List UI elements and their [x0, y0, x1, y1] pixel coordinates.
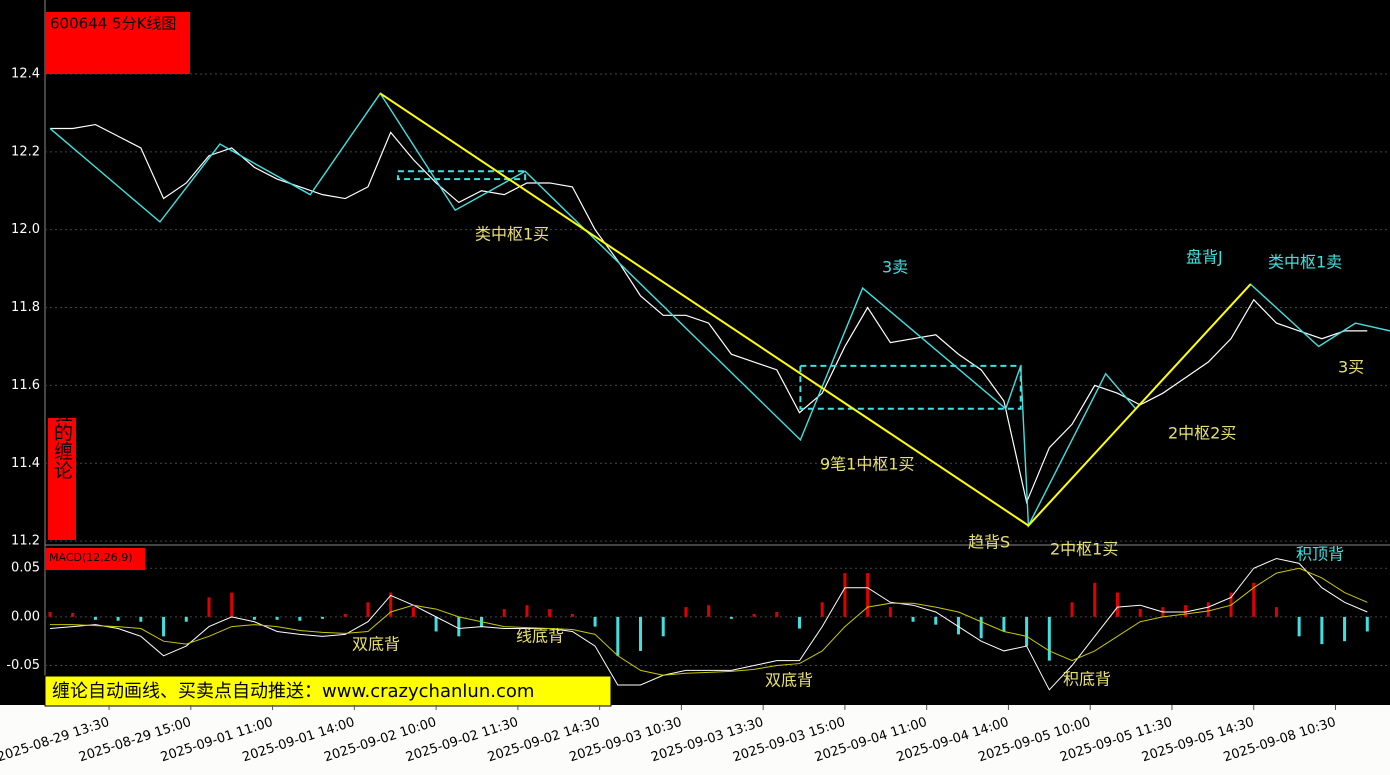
title-box: [45, 12, 190, 74]
zhongshu-box: [799, 364, 1022, 410]
macd-title: MACD(12,26,9): [49, 551, 133, 564]
banner-box: [44, 675, 612, 707]
annotation: 3买: [1338, 358, 1364, 377]
macd-bar: [1252, 582, 1256, 617]
annotation: 积底背: [1063, 670, 1111, 689]
y-tick-label: 12.2: [11, 144, 40, 159]
macd-bar: [1320, 616, 1324, 645]
macd-bar: [1070, 602, 1074, 617]
macd-bar: [1047, 616, 1051, 661]
y-tick-label: 0.05: [11, 561, 40, 576]
macd-bar: [389, 592, 393, 617]
macd-bar: [843, 573, 847, 617]
macd-bar: [1297, 616, 1301, 637]
macd-bar: [752, 613, 756, 617]
macd-bar: [275, 616, 279, 620]
y-tick-label: 12.4: [11, 66, 40, 81]
macd-bar: [321, 616, 325, 619]
macd-bar: [979, 616, 983, 639]
macd-line: [50, 567, 1368, 676]
macd-bar: [502, 609, 506, 617]
side-box: [48, 418, 76, 540]
y-tick-label: 11.6: [11, 378, 40, 393]
macd-bar: [888, 607, 892, 617]
macd-bar: [729, 616, 733, 619]
annotation: 双底背: [352, 635, 400, 654]
macd-bar: [525, 605, 529, 617]
annotation: 盘背J: [1186, 248, 1223, 267]
annotation: 2中枢1买: [1050, 540, 1118, 559]
y-tick-label: 12.0: [11, 222, 40, 237]
macd-bar: [1343, 616, 1347, 642]
macd-line: [49, 557, 1368, 691]
macd-bar: [93, 616, 97, 620]
annotation: 趋背S: [968, 533, 1010, 552]
macd-bar: [866, 573, 870, 617]
macd-bar: [1025, 616, 1029, 647]
banner: 缠论自动画线、买卖点自动推送：www.crazychanlun.com: [52, 681, 534, 702]
macd-bar: [956, 616, 960, 635]
y-tick-label: 11.2: [11, 534, 40, 549]
macd-bar: [616, 616, 620, 656]
macd-bar: [71, 612, 75, 617]
macd-bar: [162, 616, 166, 637]
chart-title: 600644 5分K线图: [50, 15, 176, 33]
macd-bar: [707, 605, 711, 617]
y-tick-label: -0.05: [6, 658, 40, 673]
macd-bar: [570, 613, 574, 617]
annotation: 9笔1中枢1买: [820, 455, 915, 474]
macd-bar: [797, 616, 801, 629]
macd-bar: [1138, 609, 1142, 617]
macd-bar: [593, 616, 597, 627]
macd-bar: [1365, 616, 1369, 632]
macd-bar: [1206, 602, 1210, 617]
macd-bar: [48, 612, 52, 617]
zhongshu-box: [396, 170, 527, 181]
axis-background: [0, 705, 1390, 775]
macd-bar: [230, 592, 234, 617]
annotation: 线底背: [516, 627, 564, 646]
macd-bar: [366, 602, 370, 617]
annotation: 类中枢1买: [475, 225, 549, 244]
side-title: 疯狂的缠论: [51, 384, 73, 479]
price-line: [50, 123, 1368, 505]
macd-title-box: [45, 548, 145, 570]
macd-bar: [775, 612, 779, 617]
macd-bar: [139, 616, 143, 622]
macd-bar: [911, 616, 915, 622]
macd-bar: [411, 607, 415, 617]
annotation: 积顶背: [1296, 545, 1344, 564]
macd-bar: [457, 616, 461, 637]
y-tick-label: 11.8: [11, 300, 40, 315]
macd-bar: [252, 616, 256, 620]
macd-bar: [1184, 605, 1188, 617]
macd-bar: [548, 609, 552, 617]
macd-bar: [116, 616, 120, 621]
macd-bar: [1002, 616, 1006, 632]
macd-bar: [1115, 592, 1119, 617]
macd-bar: [639, 616, 643, 651]
macd-bar: [684, 607, 688, 617]
background: [0, 0, 1390, 705]
macd-bar: [207, 597, 211, 617]
macd-bar: [934, 616, 938, 625]
annotation: 双底背: [765, 671, 813, 690]
segment: [379, 92, 1252, 527]
y-tick-label: 0.00: [11, 609, 40, 624]
annotation: 3卖: [882, 258, 908, 277]
macd-bar: [1093, 582, 1097, 617]
annotation: 类中枢1卖: [1268, 253, 1342, 272]
macd-bar: [820, 602, 824, 617]
bi-stroke: [49, 92, 1390, 529]
y-tick-label: 11.4: [11, 456, 40, 471]
macd-bar: [184, 616, 188, 622]
annotation: 2中枢2买: [1168, 424, 1236, 443]
macd-bar: [298, 616, 302, 621]
macd-bar: [434, 616, 438, 632]
macd-bar: [1274, 607, 1278, 617]
macd-bar: [661, 616, 665, 637]
macd-bar: [343, 613, 347, 617]
